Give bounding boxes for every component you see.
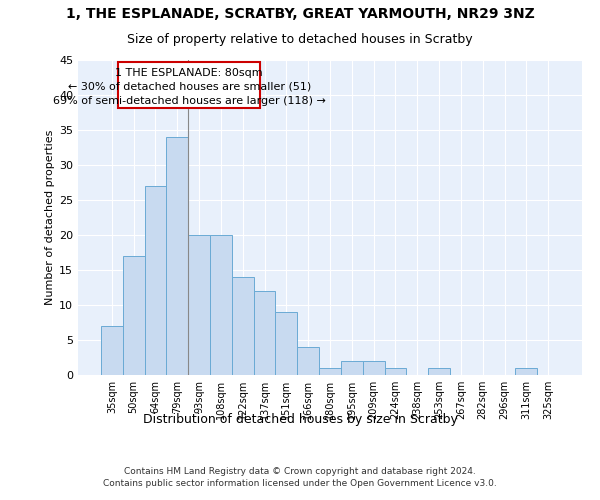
Text: Distribution of detached houses by size in Scratby: Distribution of detached houses by size … — [143, 412, 457, 426]
Y-axis label: Number of detached properties: Number of detached properties — [45, 130, 55, 305]
Bar — [101, 326, 123, 375]
Bar — [385, 368, 406, 375]
FancyBboxPatch shape — [118, 62, 260, 108]
Text: 1 THE ESPLANADE: 80sqm: 1 THE ESPLANADE: 80sqm — [115, 68, 263, 78]
Bar — [232, 277, 254, 375]
Text: Size of property relative to detached houses in Scratby: Size of property relative to detached ho… — [127, 32, 473, 46]
Bar — [341, 361, 363, 375]
Bar — [145, 186, 166, 375]
Bar — [254, 291, 275, 375]
Bar — [363, 361, 385, 375]
Bar — [428, 368, 450, 375]
Bar — [210, 235, 232, 375]
Bar — [166, 137, 188, 375]
Bar — [275, 312, 297, 375]
Text: Contains public sector information licensed under the Open Government Licence v3: Contains public sector information licen… — [103, 479, 497, 488]
Bar — [319, 368, 341, 375]
Bar — [515, 368, 537, 375]
Bar — [297, 347, 319, 375]
Text: 1, THE ESPLANADE, SCRATBY, GREAT YARMOUTH, NR29 3NZ: 1, THE ESPLANADE, SCRATBY, GREAT YARMOUT… — [65, 8, 535, 22]
Text: 69% of semi-detached houses are larger (118) →: 69% of semi-detached houses are larger (… — [53, 96, 326, 106]
Text: Contains HM Land Registry data © Crown copyright and database right 2024.: Contains HM Land Registry data © Crown c… — [124, 468, 476, 476]
Bar — [123, 256, 145, 375]
Text: ← 30% of detached houses are smaller (51): ← 30% of detached houses are smaller (51… — [68, 82, 311, 92]
Bar — [188, 235, 210, 375]
